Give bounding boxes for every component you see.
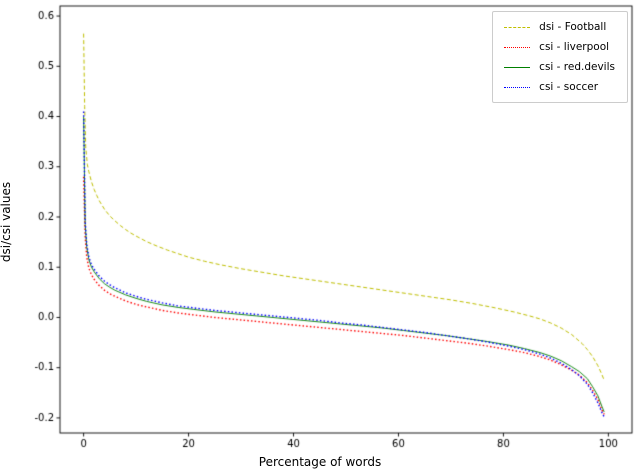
x-axis-label: Percentage of words: [258, 455, 382, 469]
legend-line-sample: [504, 26, 531, 28]
legend-label: csi - soccer: [539, 81, 599, 93]
legend-line-sample: [504, 46, 531, 48]
legend: dsi - Football csi - liverpool csi - red.d…: [492, 11, 628, 103]
legend-line-sample: [504, 66, 531, 68]
legend-item-csi-soccer: csi - soccer: [504, 80, 615, 94]
legend-item-csi-red-devils: csi - red.devils: [504, 60, 615, 74]
legend-item-dsi-football: dsi - Football: [504, 20, 615, 34]
legend-label: dsi - Football: [539, 21, 607, 33]
legend-item-csi-liverpool: csi - liverpool: [504, 40, 615, 54]
y-axis-label: dsi/csi values: [0, 181, 13, 263]
legend-line-sample: [504, 86, 531, 88]
legend-label: csi - liverpool: [539, 41, 610, 53]
legend-label: csi - red.devils: [539, 61, 615, 73]
